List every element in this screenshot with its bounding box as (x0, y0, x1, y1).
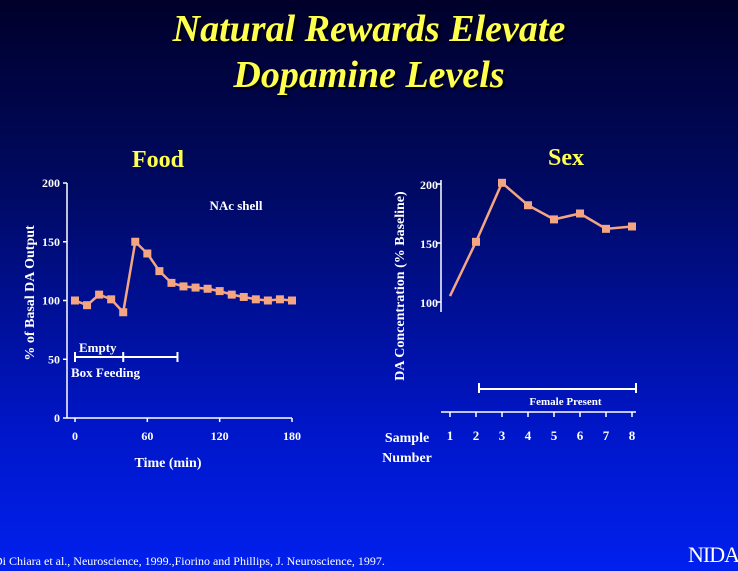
sex-data-point (602, 224, 610, 233)
food-data-point (215, 287, 224, 296)
sex-series-line (448, 180, 633, 297)
sex-data-point (472, 237, 480, 246)
food-data-point (155, 267, 164, 276)
sex-x-axis-label: Number (382, 451, 432, 466)
food-data-point (143, 249, 152, 258)
slide-title: Natural Rewards Elevate Dopamine Levels (0, 6, 738, 98)
food-data-point (275, 295, 284, 304)
sex-y-tick-label: 200 (420, 178, 438, 192)
sex-data-point (550, 215, 558, 224)
food-data-point (71, 296, 79, 305)
sex-x-tick-label: 7 (603, 428, 610, 443)
food-data-point (239, 292, 248, 301)
food-data-point (95, 290, 104, 299)
food-data-point (167, 278, 176, 287)
sex-data-point (628, 222, 636, 231)
food-y-tick-label: 200 (42, 176, 60, 190)
sex-data-point (576, 209, 584, 218)
sex-event-label: Female Present (529, 396, 602, 408)
food-x-tick-label: 60 (141, 429, 153, 443)
food-chart-title: Food (132, 147, 185, 173)
sex-y-tick-label: 100 (420, 296, 438, 310)
sex-data-point (498, 178, 506, 187)
food-x-axis-label: Time (min) (134, 456, 201, 471)
food-y-tick-label: 0 (54, 411, 60, 425)
food-data-point (288, 296, 296, 305)
food-data-point (179, 282, 188, 291)
food-x-tick-label: 0 (72, 429, 78, 443)
food-y-axis-label: % of Basal DA Output (23, 225, 38, 361)
sex-x-tick-label: 6 (577, 428, 584, 443)
food-data-point (83, 301, 92, 310)
sex-x-tick-label: 5 (551, 428, 558, 443)
food-data-point (119, 308, 128, 317)
food-y-tick-label: 150 (42, 235, 60, 249)
sex-chart-title: Sex (548, 145, 584, 171)
citation-text: Di Chiara et al., Neuroscience, 1999.,Fi… (0, 554, 385, 568)
sex-x-tick-label: 3 (499, 428, 506, 443)
food-x-tick-label: 180 (283, 429, 301, 443)
sex-y-tick-label: 150 (420, 237, 438, 251)
food-data-point (263, 296, 272, 305)
sex-x-tick-label: 8 (629, 428, 636, 443)
food-data-point (203, 284, 212, 293)
food-data-point (251, 295, 260, 304)
title-line-2: Dopamine Levels (233, 54, 505, 96)
sex-x-tick-label: 4 (525, 428, 532, 443)
sex-x-tick-label: 1 (447, 428, 454, 443)
sex-x-axis-label: Sample (385, 431, 429, 446)
food-data-point (107, 295, 116, 304)
food-data-point (131, 237, 140, 246)
sex-y-axis-label: DA Concentration (% Baseline) (393, 191, 408, 381)
title-line-1: Natural Rewards Elevate (172, 8, 566, 50)
food-data-point (191, 283, 200, 292)
food-event-label: Box Feeding (71, 365, 140, 380)
food-data-point (227, 290, 236, 299)
food-x-tick-label: 120 (211, 429, 229, 443)
food-y-tick-label: 100 (42, 294, 60, 308)
nida-logo: NIDA (688, 542, 738, 567)
sex-x-tick-label: 2 (473, 428, 480, 443)
food-annotation-label: NAc shell (209, 198, 262, 213)
food-y-tick-label: 50 (48, 352, 60, 366)
sex-data-point (524, 201, 532, 210)
food-event-label: Empty (79, 340, 117, 355)
